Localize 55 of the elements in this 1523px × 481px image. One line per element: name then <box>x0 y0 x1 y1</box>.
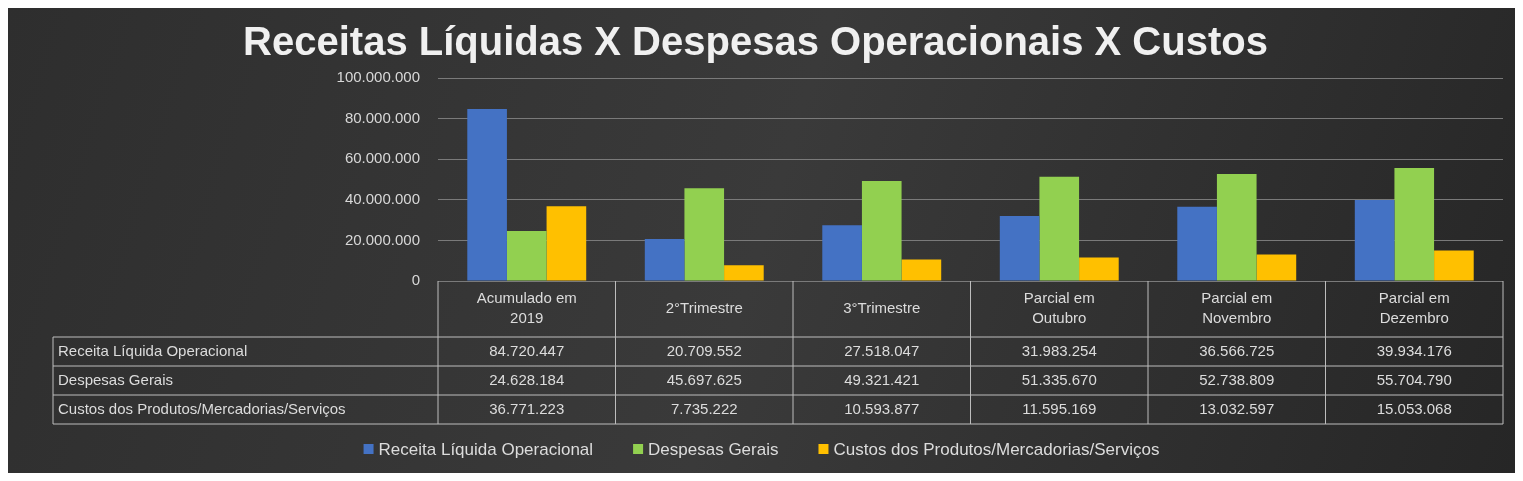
bar <box>467 109 507 281</box>
data-label: 15.053.068 <box>1376 399 1452 417</box>
x-tick-label: Acumulado em 2019 <box>476 289 577 327</box>
data-label: 10.593.877 <box>844 399 920 417</box>
bar <box>1177 206 1217 281</box>
data-label: 7.735.222 <box>670 399 738 417</box>
data-label: 51.335.670 <box>1021 370 1097 388</box>
legend-label: Custos dos Produtos/Mercadorias/Serviços <box>833 439 1160 459</box>
bar <box>1434 250 1474 281</box>
y-tick-label: 20.000.000 <box>344 230 420 248</box>
x-tick-label: Parcial em Novembro <box>1201 289 1273 327</box>
data-label: 13.032.597 <box>1199 399 1275 417</box>
bar <box>822 225 862 281</box>
x-tick-label: 3°Trimestre <box>843 299 921 317</box>
bar <box>1079 257 1119 281</box>
data-label: 55.704.790 <box>1376 370 1452 388</box>
bar <box>644 238 685 281</box>
data-label: 31.983.254 <box>1021 341 1097 359</box>
bar <box>684 188 725 281</box>
bar <box>1354 199 1395 281</box>
bar <box>546 206 587 281</box>
y-tick-label: 100.000.000 <box>336 68 420 86</box>
legend-label: Despesas Gerais <box>648 439 779 459</box>
data-label: 84.720.447 <box>489 341 565 359</box>
data-label: 27.518.047 <box>844 341 920 359</box>
bar <box>1394 167 1435 281</box>
data-label: 39.934.176 <box>1376 341 1452 359</box>
bar <box>999 216 1040 281</box>
text: Receita Líquida Operacional <box>58 341 248 359</box>
data-label: 36.566.725 <box>1199 341 1275 359</box>
y-tick-label: 80.000.000 <box>344 108 420 126</box>
data-label: 49.321.421 <box>844 370 920 388</box>
bar <box>861 180 902 281</box>
bar <box>901 259 942 281</box>
data-label: 52.738.809 <box>1199 370 1275 388</box>
bar <box>1256 254 1297 281</box>
y-tick-label: 0 <box>411 271 420 289</box>
x-tick-label: Parcial em Outubro <box>1023 289 1095 327</box>
data-label: 45.697.625 <box>666 370 742 388</box>
x-tick-label: 2°Trimestre <box>665 299 743 317</box>
bar <box>506 231 547 281</box>
y-tick-label: 60.000.000 <box>344 149 420 167</box>
chart-title: Receitas Líquidas X Despesas Operacionais X Custos <box>243 19 1268 64</box>
text: Despesas Gerais <box>58 370 174 388</box>
text: Custos dos Produtos/Mercadorias/Serviços <box>58 399 346 417</box>
bar <box>724 265 764 281</box>
data-label: 20.709.552 <box>666 341 742 359</box>
bar <box>1039 176 1080 281</box>
bar <box>1216 173 1257 281</box>
x-tick-label: Parcial em Dezembro <box>1378 289 1450 327</box>
data-label: 36.771.223 <box>489 399 565 417</box>
y-tick-label: 40.000.000 <box>344 189 420 207</box>
data-label: 24.628.184 <box>489 370 565 388</box>
legend-label: Receita Líquida Operacional <box>378 439 594 459</box>
data-label: 11.595.169 <box>1022 399 1097 417</box>
